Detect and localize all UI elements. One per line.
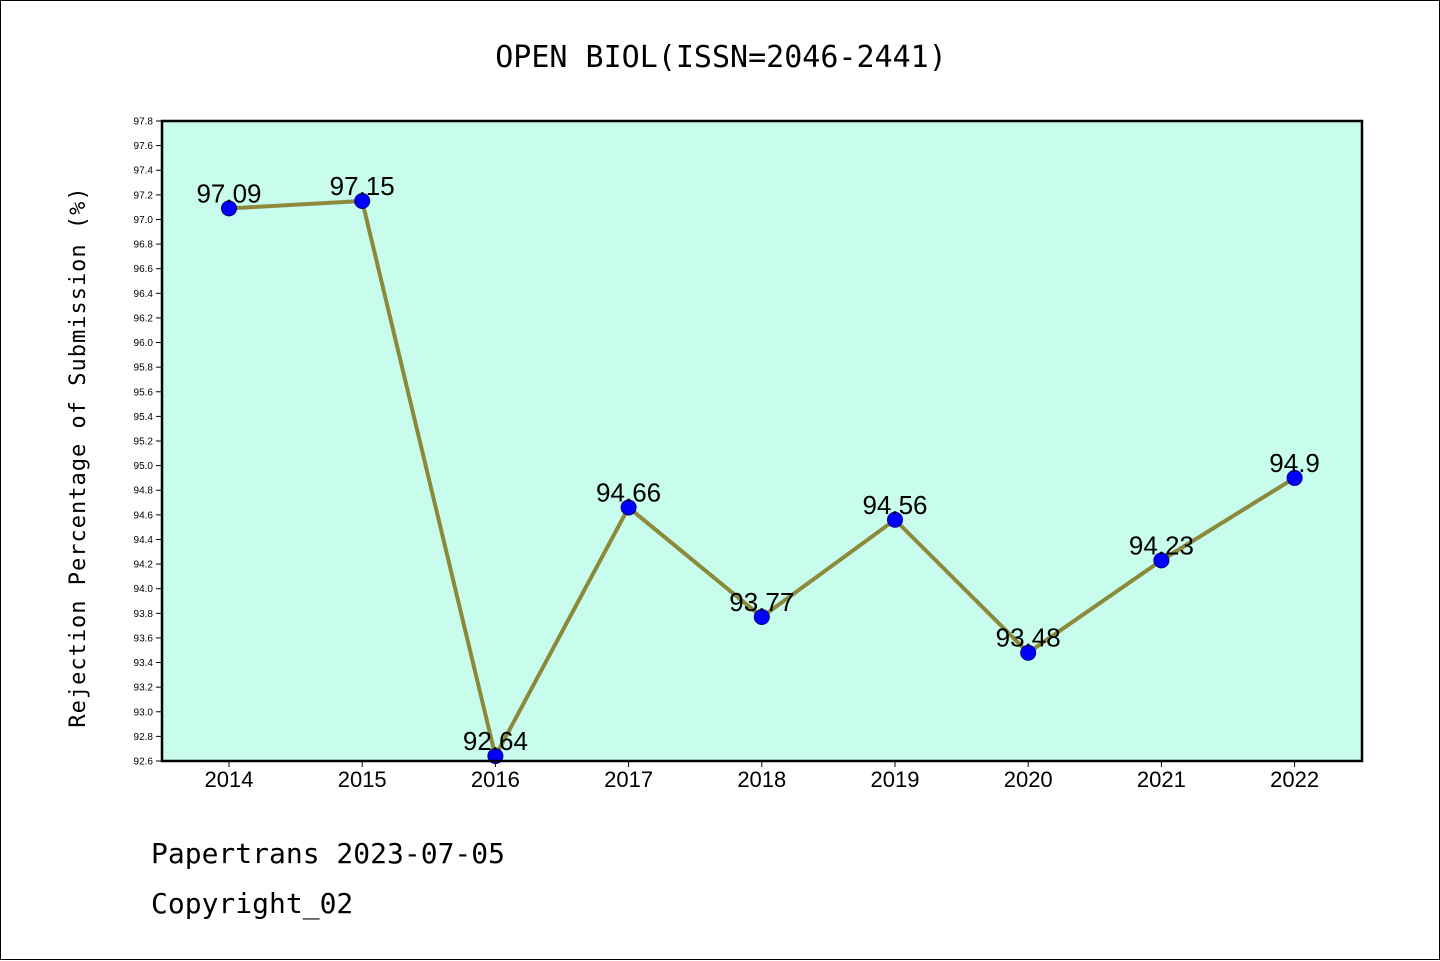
data-label: 94.66	[596, 477, 661, 507]
data-labels: 97.09 97.15 92.64 94.66 93.77 94.56 93.48 94.23…	[196, 171, 1319, 756]
y-tick-label: 92.6	[134, 757, 154, 768]
y-axis-label: Rejection Percentage of Submission (%)	[66, 186, 91, 727]
y-tick-label: 95.0	[134, 461, 154, 472]
y-tick-label: 94.6	[134, 510, 154, 521]
data-label: 94.9	[1269, 448, 1320, 478]
data-label: 97.09	[196, 178, 261, 208]
data-label: 93.48	[996, 623, 1061, 653]
y-tick-label: 95.4	[134, 412, 154, 423]
x-axis-ticks: 2014 2015 2016 2017 2018 2019 2020 2021 2022	[205, 761, 1319, 792]
data-point-marker	[887, 511, 903, 528]
y-tick-label: 93.8	[134, 609, 154, 620]
y-tick-label: 93.0	[134, 707, 154, 718]
y-tick-label: 94.0	[134, 584, 154, 595]
y-tick-label: 94.2	[134, 560, 154, 571]
x-tick-label: 2014	[205, 767, 254, 792]
x-tick-label: 2018	[737, 767, 786, 792]
x-tick-label: 2021	[1137, 767, 1186, 792]
y-tick-label: 94.4	[134, 535, 154, 546]
x-tick-label: 2022	[1270, 767, 1319, 792]
y-axis-ticks: 92.6 92.8 93.0 93.2 93.4 93.6 93.8 94.0 94.2 94.4…	[134, 117, 162, 768]
y-tick-label: 93.6	[134, 633, 154, 644]
data-label: 93.77	[729, 587, 794, 617]
y-tick-label: 95.6	[134, 387, 154, 398]
y-tick-label: 97.2	[134, 190, 154, 201]
y-tick-label: 97.4	[134, 166, 154, 177]
data-point-marker	[1020, 644, 1037, 661]
x-tick-label: 2015	[338, 767, 387, 792]
x-tick-label: 2019	[871, 767, 920, 792]
y-tick-label: 92.8	[134, 732, 154, 743]
footer-date-line: Papertrans 2023-07-05	[151, 837, 506, 870]
footer-copyright-line: Copyright_02	[151, 887, 354, 920]
y-tick-label: 97.0	[134, 215, 154, 226]
y-tick-label: 95.2	[134, 437, 154, 448]
y-tick-label: 96.8	[134, 240, 154, 251]
plot-border	[160, 119, 1364, 763]
x-tick-label: 2020	[1004, 767, 1053, 792]
data-point-marker	[354, 193, 371, 209]
data-point-marker	[1286, 469, 1303, 486]
y-tick-label: 96.2	[134, 313, 154, 324]
data-point-marker	[620, 499, 637, 516]
y-tick-label: 96.4	[134, 289, 154, 300]
y-tick-label: 96.6	[134, 264, 154, 275]
series-markers	[221, 193, 1303, 765]
y-tick-label: 96.0	[134, 338, 154, 349]
y-tick-label: 97.6	[134, 141, 154, 152]
y-tick-label: 93.2	[134, 683, 154, 694]
y-tick-label: 95.8	[134, 363, 154, 374]
data-label: 97.15	[330, 171, 395, 201]
y-tick-label: 93.4	[134, 658, 154, 669]
y-tick-label: 97.8	[134, 117, 154, 128]
x-tick-label: 2017	[604, 767, 653, 792]
data-point-marker	[1153, 552, 1170, 569]
data-point-marker	[753, 609, 770, 625]
data-label: 92.64	[463, 726, 528, 756]
data-label: 94.23	[1129, 530, 1194, 560]
chart-title: OPEN BIOL(ISSN=2046-2441)	[495, 40, 947, 75]
data-point-marker	[221, 200, 237, 217]
y-tick-label: 94.8	[134, 486, 154, 497]
x-tick-label: 2016	[471, 767, 520, 792]
plot-area	[162, 121, 1362, 761]
data-label: 94.56	[862, 490, 927, 520]
